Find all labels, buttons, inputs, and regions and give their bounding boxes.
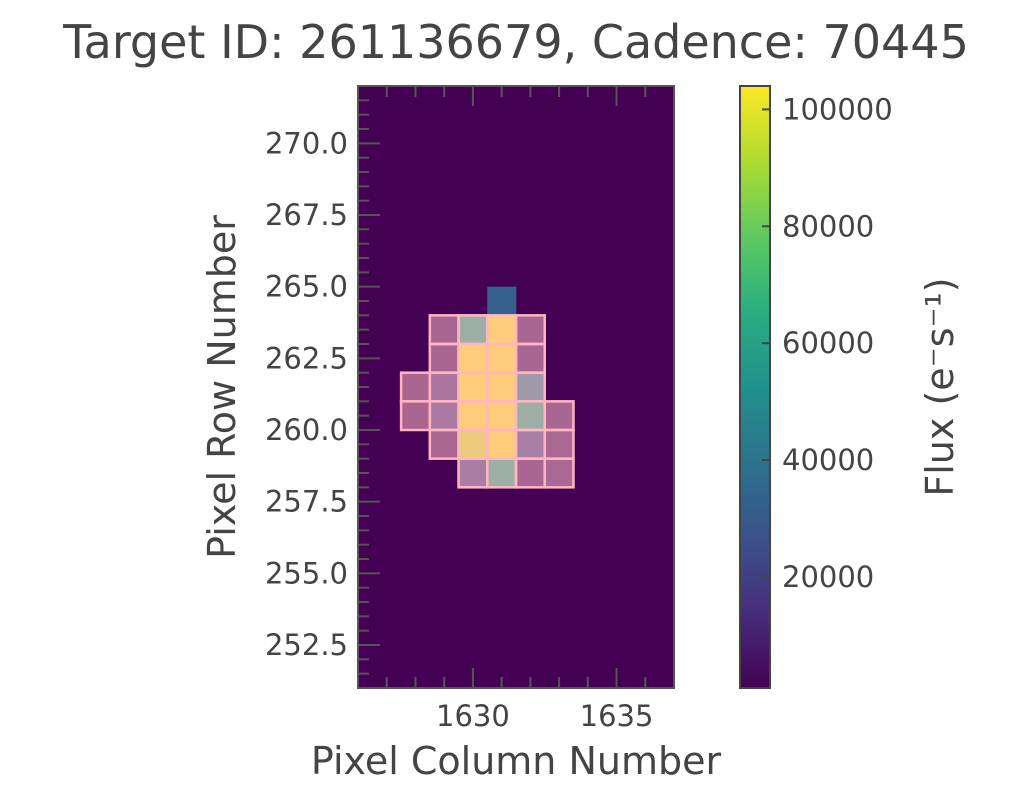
colorbar-gradient — [739, 85, 771, 689]
colorbar-tick-label: 60000 — [782, 326, 874, 360]
aperture-pixel — [457, 428, 489, 460]
y-tick-label: 260.0 — [265, 413, 348, 447]
aperture-pixel — [428, 428, 460, 460]
aperture-pixel — [457, 314, 489, 346]
aperture-pixel — [514, 400, 546, 432]
aperture-pixel — [428, 371, 460, 403]
x-tick-label: 1630 — [436, 699, 510, 733]
colorbar: 20000 40000 60000 80000 100000 — [739, 85, 893, 689]
colorbar-label: Flux (e⁻s⁻¹) — [918, 277, 962, 496]
aperture-pixel — [543, 400, 575, 432]
aperture-pixel — [486, 342, 518, 374]
heatmap-pixel — [487, 286, 517, 316]
aperture-pixel — [514, 371, 546, 403]
aperture-mask — [399, 314, 575, 489]
chart-title: Target ID: 261136679, Cadence: 70445 — [62, 15, 969, 69]
colorbar-tick-label: 100000 — [782, 92, 893, 126]
aperture-pixel — [428, 400, 460, 432]
aperture-pixel — [514, 457, 546, 489]
aperture-pixel — [399, 371, 432, 403]
aperture-pixel — [428, 342, 460, 374]
x-tick-label: 1635 — [580, 699, 654, 733]
aperture-pixel — [514, 428, 546, 460]
aperture-pixel — [457, 342, 489, 374]
colorbar-tick-label: 40000 — [782, 443, 874, 477]
x-axis-ticks: 1630 1635 — [357, 86, 675, 733]
aperture-pixel — [543, 457, 575, 489]
y-tick-label: 255.0 — [265, 556, 348, 590]
y-tick-label: 257.5 — [265, 485, 348, 519]
aperture-pixel — [486, 371, 518, 403]
aperture-pixel — [457, 457, 489, 489]
aperture-pixel — [457, 400, 489, 432]
heatmap-plot-area: 1630 1635 252.5255.0257.5260.0262.5265.02… — [265, 85, 675, 733]
y-axis-label: Pixel Row Number — [200, 215, 244, 559]
aperture-pixel — [486, 400, 518, 432]
aperture-pixel — [486, 457, 518, 489]
colorbar-tick-label: 20000 — [782, 560, 874, 594]
aperture-pixel — [486, 314, 518, 346]
colorbar-ticks: 20000 40000 60000 80000 100000 — [762, 92, 893, 594]
y-tick-label: 262.5 — [265, 341, 348, 375]
x-axis-label: Pixel Column Number — [311, 739, 722, 783]
colorbar-tick-label: 80000 — [782, 209, 874, 243]
aperture-pixel — [457, 371, 489, 403]
y-tick-label: 270.0 — [265, 126, 348, 160]
aperture-pixel — [514, 342, 546, 374]
y-tick-label: 267.5 — [265, 198, 348, 232]
y-tick-label: 252.5 — [265, 628, 348, 662]
y-tick-label: 265.0 — [265, 270, 348, 304]
aperture-pixel — [486, 428, 518, 460]
aperture-pixel — [399, 400, 432, 432]
y-axis-ticks: 252.5 255.0 257.5 260.0 262.5 265.0 267.5 270.0 — [265, 85, 380, 689]
aperture-pixel — [543, 428, 575, 460]
aperture-pixel — [514, 314, 546, 346]
aperture-pixel — [428, 314, 460, 346]
